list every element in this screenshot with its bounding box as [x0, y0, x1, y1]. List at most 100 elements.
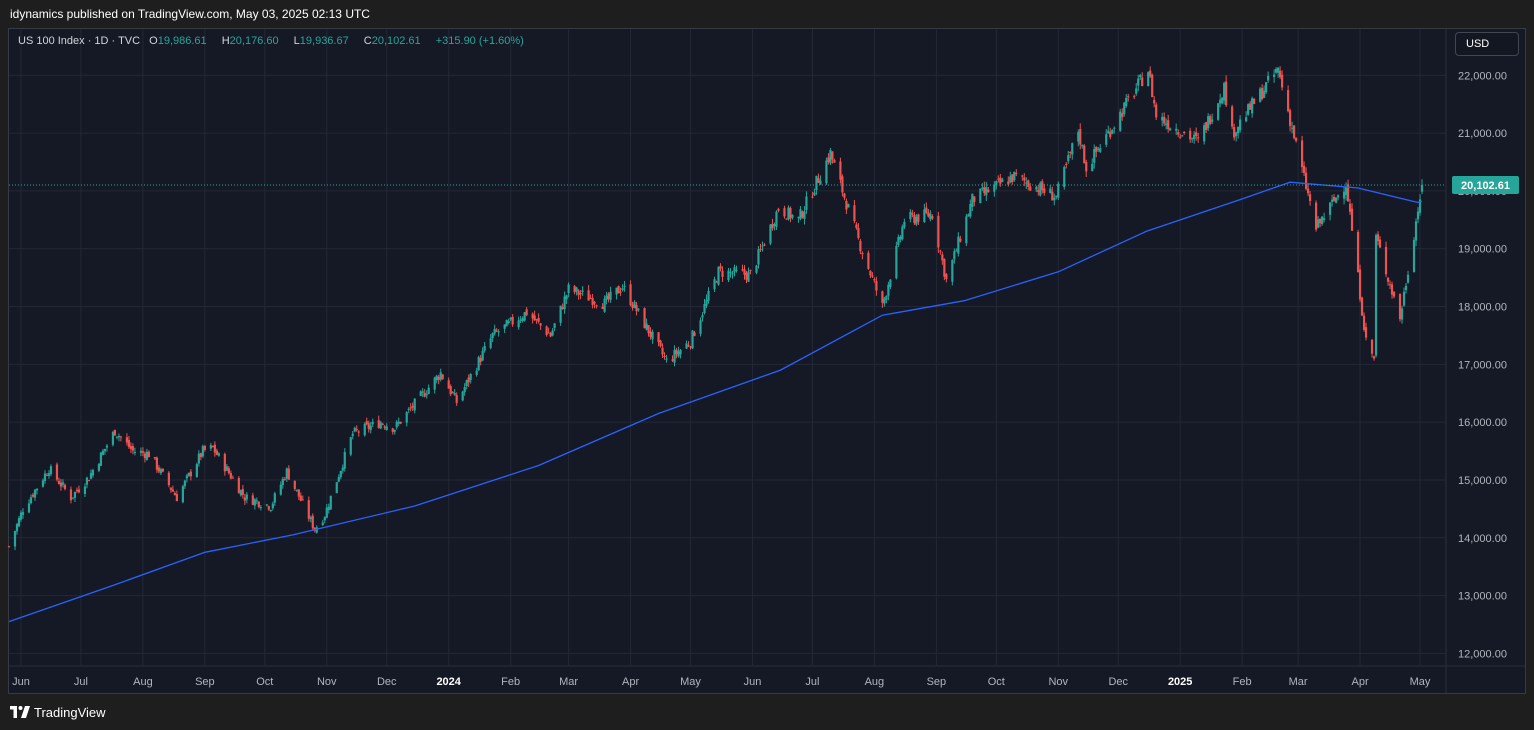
candle-body	[1095, 146, 1098, 152]
candle-body	[1233, 127, 1236, 138]
candle-body	[125, 437, 129, 443]
candle-body	[959, 238, 962, 242]
candle-body	[955, 250, 958, 252]
y-tick-label: 22,000.00	[1458, 70, 1507, 82]
candle-body	[1043, 188, 1046, 193]
candle-body	[509, 317, 512, 320]
candle-body	[983, 187, 986, 194]
candle-body	[1195, 132, 1198, 137]
candle-body	[523, 312, 526, 321]
candle-body	[367, 423, 370, 429]
candle-body	[665, 358, 668, 360]
candle-body	[439, 372, 442, 380]
candle-body	[841, 176, 844, 193]
candle-body	[1404, 285, 1408, 291]
candle-body	[341, 467, 344, 471]
candle-body	[1263, 90, 1266, 98]
candle-body	[1356, 231, 1360, 273]
candle-body	[409, 407, 412, 409]
candle-body	[307, 500, 310, 519]
candle-body	[1332, 197, 1336, 201]
candle-body	[1350, 208, 1354, 231]
candle-body	[1203, 125, 1206, 142]
tradingview-logo[interactable]: TradingView	[10, 704, 106, 720]
symbol-title[interactable]: US 100 Index · 1D · TVC	[18, 35, 141, 47]
candle-body	[567, 284, 570, 294]
currency-button[interactable]: USD	[1455, 32, 1519, 56]
candle-body	[637, 308, 640, 310]
candle-body	[1219, 99, 1222, 104]
candle-body	[343, 452, 346, 469]
candle-body	[673, 349, 676, 363]
candle-body	[889, 279, 892, 287]
candle-body	[323, 517, 326, 521]
candle-body	[1392, 292, 1396, 297]
candle-body	[101, 450, 105, 455]
candle-body	[1177, 132, 1180, 135]
candle-body	[1304, 172, 1308, 189]
candle-body	[1302, 165, 1306, 173]
candle-body	[777, 208, 780, 211]
candle-body	[77, 489, 81, 493]
candle-body	[1247, 104, 1250, 115]
candle-body	[43, 473, 47, 481]
candle-body	[535, 319, 538, 321]
candle-body	[743, 269, 746, 275]
candle-body	[217, 453, 220, 456]
candle-body	[511, 316, 514, 325]
candle-body	[645, 323, 648, 330]
candle-body	[507, 320, 510, 324]
candle-body	[49, 466, 53, 475]
candle-body	[801, 211, 804, 218]
candle-body	[477, 357, 480, 371]
candle-body	[385, 426, 388, 430]
candle-body	[393, 429, 396, 432]
candle-body	[399, 421, 402, 424]
candle-body	[791, 214, 794, 218]
candle-body	[537, 317, 540, 322]
candle-body	[525, 309, 528, 316]
candle-body	[377, 420, 380, 429]
candle-body	[799, 209, 802, 220]
candle-body	[1053, 197, 1056, 201]
candle-body	[173, 492, 176, 496]
candle-body	[495, 330, 498, 332]
candle-body	[351, 433, 354, 436]
candle-body	[1001, 179, 1004, 183]
candle-body	[1360, 297, 1364, 316]
candle-body	[1051, 191, 1054, 201]
candle-body	[719, 265, 722, 269]
candle-body	[1289, 110, 1292, 127]
candle-body	[917, 214, 920, 222]
candle-body	[839, 161, 842, 180]
candle-body	[33, 489, 37, 498]
y-tick-label: 19,000.00	[1458, 244, 1507, 256]
candle-body	[449, 386, 452, 395]
x-tick-label: Mar	[559, 676, 578, 688]
candle-body	[929, 213, 932, 220]
candle-body	[985, 187, 988, 196]
candle-body	[845, 200, 848, 210]
x-tick-label: 2024	[436, 676, 461, 688]
candle-body	[1067, 155, 1070, 162]
candle-body	[327, 506, 330, 511]
candle-body	[31, 494, 35, 497]
candle-body	[1071, 143, 1074, 155]
candle-body	[1418, 199, 1422, 213]
candle-body	[1384, 246, 1388, 275]
candle-body	[759, 248, 762, 250]
candle-body	[803, 211, 806, 220]
candle-body	[609, 291, 612, 300]
candle-body	[941, 254, 944, 261]
candle-body	[423, 392, 426, 397]
candle-body	[635, 304, 638, 312]
y-tick-label: 15,000.00	[1458, 475, 1507, 487]
chart-pane[interactable]	[8, 28, 1526, 694]
candle-body	[427, 387, 430, 394]
candle-body	[1328, 202, 1332, 215]
candle-body	[383, 426, 386, 428]
x-tick-label: Jun	[744, 676, 762, 688]
candle-body	[727, 270, 730, 281]
candle-body	[729, 271, 732, 273]
